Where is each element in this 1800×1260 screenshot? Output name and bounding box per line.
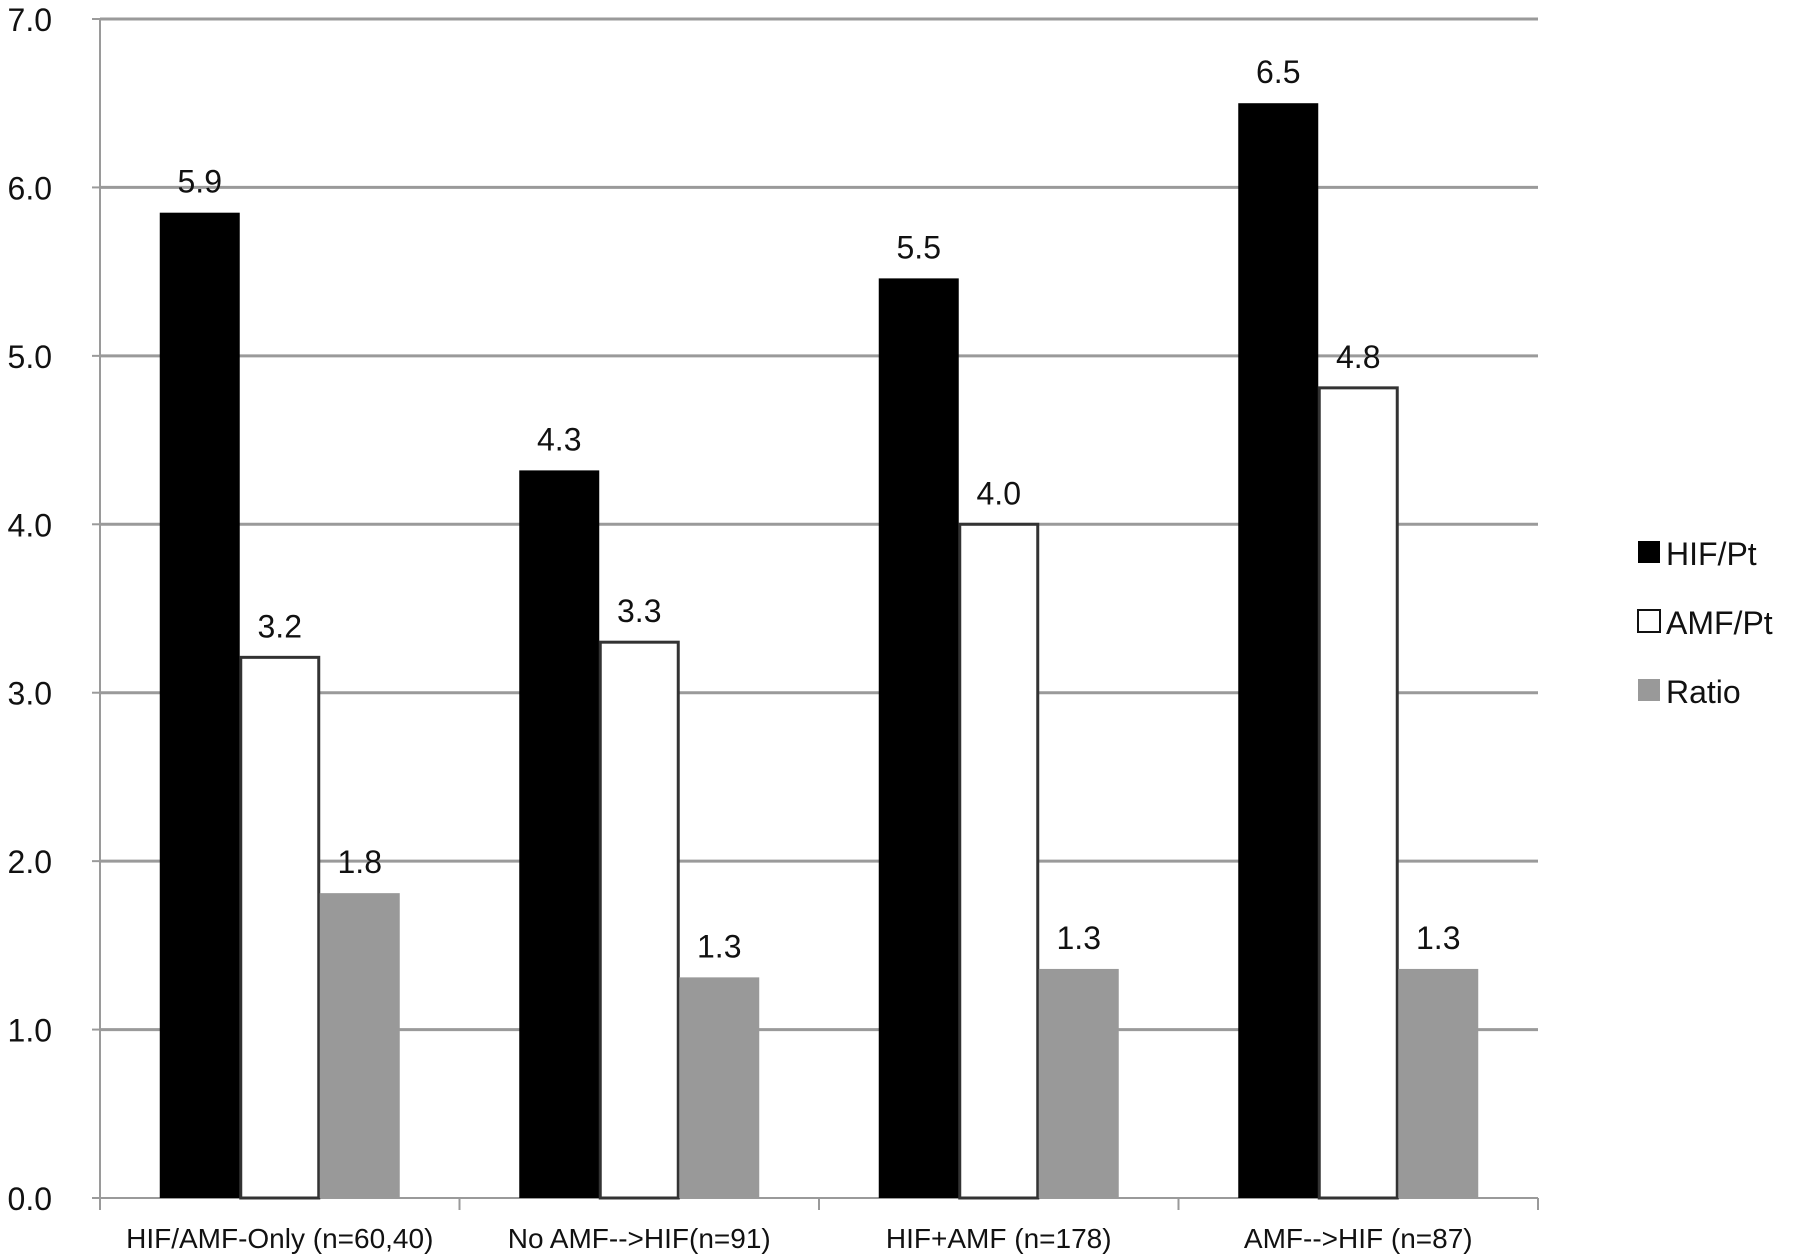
- x-category-label: HIF/AMF-Only (n=60,40): [126, 1223, 433, 1254]
- bar-ratio: [1038, 968, 1119, 1198]
- data-label: 4.8: [1336, 339, 1380, 375]
- bar-amf-pt: [1317, 386, 1399, 1200]
- y-tick-label: 7.0: [8, 2, 52, 38]
- legend-label: HIF/Pt: [1666, 536, 1757, 572]
- bar-ratio: [679, 977, 760, 1198]
- y-tick-label: 2.0: [8, 844, 52, 880]
- data-label: 3.3: [617, 593, 661, 629]
- y-tick-label: 3.0: [8, 676, 52, 712]
- legend-swatch: [1637, 609, 1661, 633]
- bar-amf-pt: [239, 655, 321, 1200]
- bar-hif-pt: [159, 212, 240, 1198]
- legend-swatch: [1638, 541, 1660, 563]
- data-label: 1.3: [1416, 920, 1460, 956]
- y-tick-label: 1.0: [8, 1013, 52, 1049]
- bar-hif-pt: [878, 278, 959, 1198]
- data-label: 3.2: [258, 608, 302, 644]
- x-category-label: No AMF-->HIF(n=91): [508, 1223, 771, 1254]
- bar-ratio: [319, 893, 400, 1198]
- bars: [159, 103, 1479, 1200]
- y-tick-label: 0.0: [8, 1181, 52, 1217]
- bar-hif-pt: [1238, 103, 1319, 1199]
- legend-swatch: [1638, 679, 1660, 701]
- x-category-label: HIF+AMF (n=178): [886, 1223, 1112, 1254]
- bar-amf-pt: [598, 640, 680, 1200]
- data-labels: 5.9 3.2 1.8 4.3 3.3 1.3 5.5 4.0 1.3 6.5 4.8 1.3: [178, 54, 1461, 964]
- data-label: 4.0: [977, 475, 1021, 511]
- gridlines: [100, 17, 1538, 1032]
- data-label: 1.3: [1057, 920, 1101, 956]
- data-label: 4.3: [537, 421, 581, 457]
- legend-label: Ratio: [1666, 674, 1741, 710]
- bar-amf-pt: [958, 522, 1040, 1200]
- bar-hif-pt: [519, 470, 600, 1199]
- data-label: 1.8: [338, 844, 382, 880]
- y-tick-label: 4.0: [8, 507, 52, 543]
- data-label: 5.9: [178, 164, 222, 200]
- bar-ratio: [1398, 968, 1479, 1198]
- legend: HIF/Pt AMF/Pt Ratio: [1637, 536, 1773, 710]
- data-label: 1.3: [697, 928, 741, 964]
- data-label: 5.5: [897, 229, 941, 265]
- legend-label: AMF/Pt: [1666, 605, 1773, 641]
- y-tick-label: 6.0: [8, 170, 52, 206]
- x-category-label: AMF-->HIF (n=87): [1244, 1223, 1473, 1254]
- data-label: 6.5: [1256, 54, 1300, 90]
- y-tick-label: 5.0: [8, 339, 52, 375]
